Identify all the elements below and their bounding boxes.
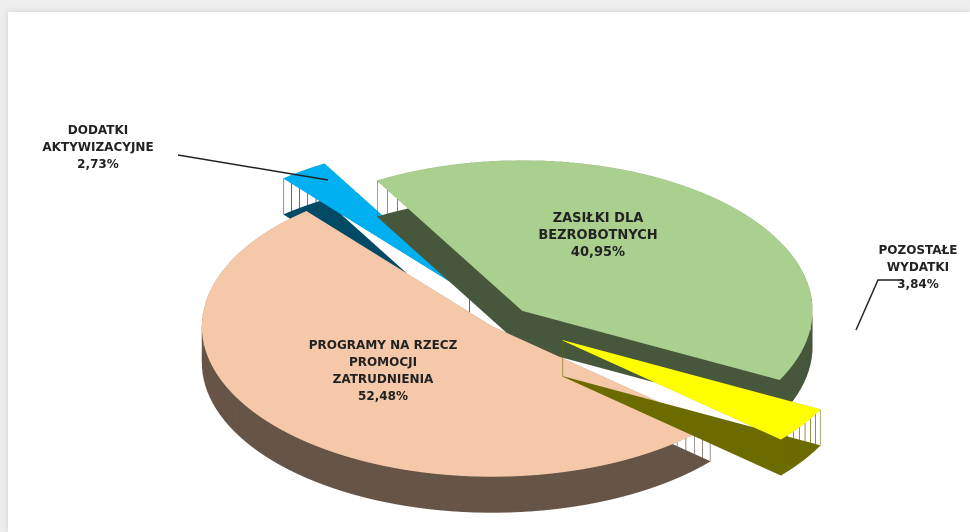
category-label: PROGRAMY NA RZECZ PROMOCJI ZATRUDNIENIA (308, 338, 458, 386)
slice-label: POZOSTAŁE WYDATKI 3,84% (870, 242, 966, 293)
category-label: POZOSTAŁE WYDATKI (878, 243, 958, 274)
leader-line (855, 279, 903, 331)
slice-label: PROGRAMY NA RZECZ PROMOCJI ZATRUDNIENIA 5… (308, 337, 458, 405)
chart-panel: ZASIŁKI DLA BEZROBOTNYCH 40,95% POZOSTAŁE… (8, 12, 970, 532)
slice-label: DODATKI AKTYWIZACYJNE 2,73% (28, 122, 168, 173)
chart (177, 154, 903, 513)
slice-side (562, 340, 821, 476)
slice (201, 211, 711, 477)
slice-label: ZASIŁKI DLA BEZROBOTNYCH 40,95% (508, 210, 688, 261)
category-label: DODATKI AKTYWIZACYJNE (42, 123, 154, 154)
slice (562, 340, 821, 440)
value-label: 40,95% (570, 245, 626, 260)
leader-line (177, 154, 329, 181)
value-label: 3,84% (897, 277, 939, 291)
slice (283, 163, 470, 294)
slice (376, 160, 813, 381)
value-label: 2,73% (77, 157, 119, 171)
value-label: 52,48% (358, 389, 408, 403)
category-label: ZASIŁKI DLA BEZROBOTNYCH (538, 211, 658, 243)
